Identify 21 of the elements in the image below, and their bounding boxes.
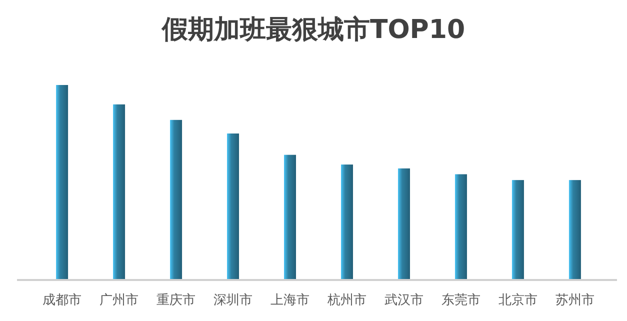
x-tick-label: 杭州市 xyxy=(326,293,366,308)
bar xyxy=(170,120,182,279)
chart-title: 假期加班最狠城市TOP10 xyxy=(160,15,466,45)
x-tick-label: 东莞市 xyxy=(441,293,480,308)
bar xyxy=(227,134,240,279)
bar xyxy=(398,168,410,279)
bar xyxy=(56,85,68,279)
x-tick-label: 武汉市 xyxy=(384,293,424,308)
x-tick-label: 苏州市 xyxy=(555,293,594,308)
x-tick-label: 广州市 xyxy=(100,293,139,308)
bar xyxy=(512,180,524,279)
bar xyxy=(568,180,581,279)
x-tick-label: 重庆市 xyxy=(156,293,196,308)
bar xyxy=(284,154,296,279)
bar xyxy=(340,164,353,279)
x-tick-label: 深圳市 xyxy=(214,293,253,308)
bar xyxy=(113,104,126,279)
x-tick-label: 北京市 xyxy=(498,293,538,308)
x-tick-label: 上海市 xyxy=(270,293,310,308)
bar xyxy=(454,174,467,279)
x-tick-label: 成都市 xyxy=(42,293,82,308)
